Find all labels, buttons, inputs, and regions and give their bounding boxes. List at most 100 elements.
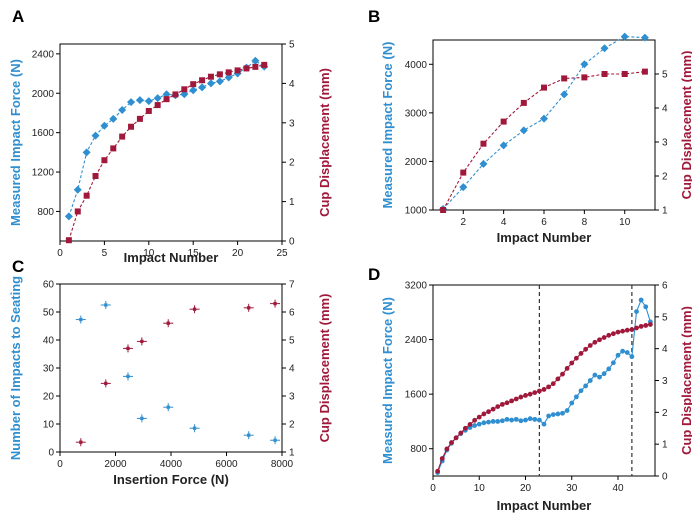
data-point [444,446,450,452]
y-right-tick-label: 3 [662,138,668,149]
data-point [536,388,542,394]
data-point [597,374,602,380]
data-point [597,337,602,343]
y-left-tick-label: 1600 [405,390,428,401]
data-point [532,416,538,422]
data-point [490,419,496,424]
y-right-tick-label: 7 [289,280,295,291]
data-point [564,408,570,413]
data-point [610,331,616,337]
y-right-tick-label: 5 [289,336,295,347]
y-right-tick-label: 5 [662,70,668,81]
data-point [104,381,108,386]
data-point [629,327,635,332]
data-point [641,68,648,75]
data-point [541,84,547,91]
x-tick-label: 4 [501,217,507,228]
data-point [207,73,214,80]
data-point [172,91,179,98]
y-left-tick-label: 0 [48,448,54,459]
x-tick-label: 6 [541,217,547,228]
data-point [592,372,598,378]
data-point [163,96,170,103]
data-point [251,56,260,65]
series-line [442,36,645,210]
x-axis-title: Impact Number [497,498,592,513]
data-point [573,355,579,361]
data-point [546,384,552,390]
data-point [247,306,251,310]
y-left-tick-label: 2000 [32,89,55,100]
data-point [499,141,508,150]
data-point [634,325,639,331]
data-point [513,416,519,422]
data-point [145,107,152,114]
x-tick-label: 4000 [160,459,183,470]
data-point [199,77,206,84]
data-point [638,297,644,303]
data-point [601,335,607,340]
data-point [467,422,473,427]
data-point [440,207,447,213]
data-point [495,404,501,410]
data-point [583,383,589,389]
data-point [518,394,524,400]
y-left-tick-label: 800 [410,444,427,455]
data-point [569,360,575,366]
data-point [247,433,251,437]
data-point [126,374,130,379]
y-right-tick-label: 3 [662,376,668,387]
data-point [481,411,487,417]
x-tick-label: 2000 [104,459,127,470]
data-point [541,421,547,427]
y-right-tick-label: 6 [289,308,295,319]
series-line [68,60,265,217]
y-left-tick-label: 1200 [32,168,55,179]
data-point [560,371,565,377]
data-point [472,417,478,423]
data-point [479,159,488,168]
data-point [481,420,487,426]
y-right-tick-label: 3 [289,392,295,403]
y-right-tick-label: 4 [662,344,668,355]
data-point [560,90,569,99]
data-point [624,327,630,333]
data-point [136,115,143,122]
data-point [504,416,510,422]
data-point [624,350,630,355]
y-left-axis-title: Number of Impacts to Seating [8,276,23,460]
data-point [578,351,584,356]
panel-label-d: D [368,265,380,284]
y-right-tick-label: 2 [662,172,668,183]
data-point [126,346,130,351]
data-point [600,44,609,53]
data-point [634,309,639,315]
data-point [509,398,515,404]
data-point [587,343,593,348]
y-right-tick-label: 1 [662,206,668,217]
data-point [601,71,608,77]
panel-label-b: B [368,7,380,26]
y-left-tick-label: 1600 [32,128,55,139]
data-point [459,183,468,192]
data-point [629,354,635,360]
data-point [560,410,565,416]
data-point [527,391,533,397]
y-right-tick-label: 5 [289,40,295,51]
data-point [519,126,528,135]
data-point [74,208,81,215]
y-left-tick-label: 2000 [405,157,428,168]
data-point [578,388,584,394]
data-point [127,98,136,107]
data-point [580,60,589,69]
y-right-tick-label: 1 [662,440,668,451]
data-point [224,73,233,82]
data-point [128,123,135,130]
data-point [495,419,501,424]
data-point [192,307,197,311]
y-right-tick-label: 4 [662,104,668,115]
data-point [118,105,127,114]
data-point [561,75,568,82]
x-tick-label: 5 [102,248,108,259]
